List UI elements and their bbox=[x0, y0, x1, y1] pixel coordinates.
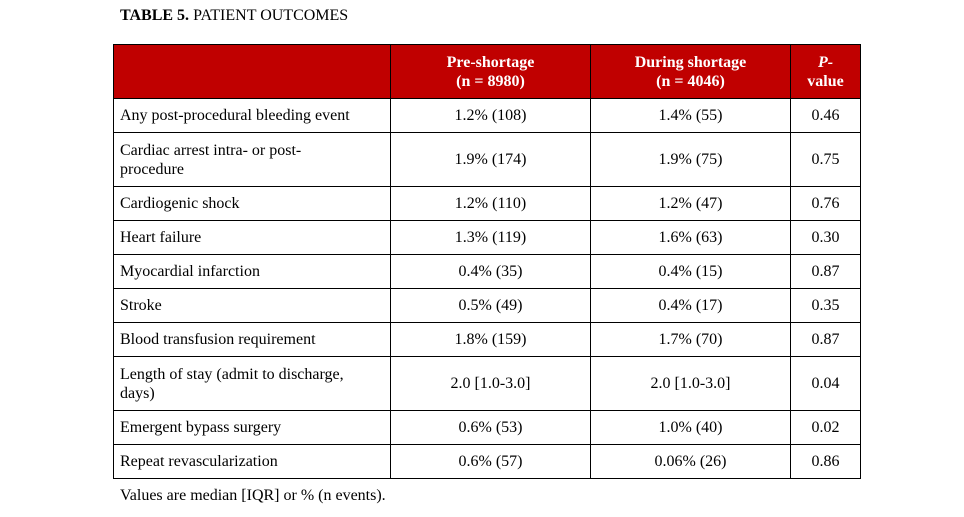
during-shortage-cell: 1.7% (70) bbox=[590, 322, 791, 357]
pre-shortage-cell: 1.3% (119) bbox=[390, 220, 591, 255]
p-value-cell: 0.35 bbox=[790, 288, 861, 323]
outcome-line: Length of stay (admit to discharge, bbox=[120, 365, 344, 383]
outcome-cell: Blood transfusion requirement bbox=[113, 322, 391, 357]
table-row: Cardiac arrest intra- or post- procedure… bbox=[113, 132, 861, 187]
p-value-cell: 0.87 bbox=[790, 254, 861, 289]
outcome-cell: Cardiogenic shock bbox=[113, 186, 391, 221]
p-value-cell: 0.86 bbox=[790, 444, 861, 479]
table-footnote: Values are median [IQR] or % (n events). bbox=[120, 487, 386, 504]
outcome-cell: Length of stay (admit to discharge, days… bbox=[113, 356, 391, 411]
outcome-cell: Stroke bbox=[113, 288, 391, 323]
pre-shortage-cell: 0.6% (53) bbox=[390, 410, 591, 445]
table-row: Heart failure 1.3% (119) 1.6% (63) 0.30 bbox=[113, 220, 861, 255]
table-header: Pre-shortage (n = 8980) During shortage … bbox=[113, 44, 861, 99]
during-shortage-cell: 1.9% (75) bbox=[590, 132, 791, 187]
table-row: Repeat revascularization 0.6% (57) 0.06%… bbox=[113, 444, 861, 479]
p-value-cell: 0.04 bbox=[790, 356, 861, 411]
outcome-line: Cardiac arrest intra- or post- bbox=[120, 141, 302, 159]
outcome-cell: Repeat revascularization bbox=[113, 444, 391, 479]
p-value-cell: 0.75 bbox=[790, 132, 861, 187]
during-shortage-cell: 2.0 [1.0-3.0] bbox=[590, 356, 791, 411]
during-shortage-cell: 0.06% (26) bbox=[590, 444, 791, 479]
p-value-cell: 0.30 bbox=[790, 220, 861, 255]
header-during-shortage: During shortage (n = 4046) bbox=[590, 44, 791, 99]
pre-shortage-cell: 0.4% (35) bbox=[390, 254, 591, 289]
header-outcome bbox=[113, 44, 391, 99]
during-shortage-cell: 1.0% (40) bbox=[590, 410, 791, 445]
pre-shortage-cell: 1.8% (159) bbox=[390, 322, 591, 357]
during-shortage-cell: 0.4% (15) bbox=[590, 254, 791, 289]
during-shortage-cell: 1.2% (47) bbox=[590, 186, 791, 221]
outcome-line: days) bbox=[120, 384, 155, 402]
header-p-value-p: P- bbox=[817, 53, 834, 71]
p-value-cell: 0.46 bbox=[790, 98, 861, 133]
header-p-value: P- value bbox=[790, 44, 861, 99]
pre-shortage-cell: 1.2% (108) bbox=[390, 98, 591, 133]
outcome-cell: Cardiac arrest intra- or post- procedure bbox=[113, 132, 391, 187]
pre-shortage-cell: 0.5% (49) bbox=[390, 288, 591, 323]
table-number: TABLE 5. bbox=[120, 7, 190, 24]
header-pre-shortage-n: (n = 8980) bbox=[456, 72, 525, 90]
table-title: PATIENT OUTCOMES bbox=[193, 7, 349, 24]
outcome-cell: Emergent bypass surgery bbox=[113, 410, 391, 445]
during-shortage-cell: 1.6% (63) bbox=[590, 220, 791, 255]
header-during-shortage-n: (n = 4046) bbox=[656, 72, 725, 90]
during-shortage-cell: 0.4% (17) bbox=[590, 288, 791, 323]
table-row: Blood transfusion requirement 1.8% (159)… bbox=[113, 322, 861, 357]
header-during-shortage-label: During shortage bbox=[634, 53, 747, 71]
patient-outcomes-table: Pre-shortage (n = 8980) During shortage … bbox=[113, 44, 861, 479]
pre-shortage-cell: 1.9% (174) bbox=[390, 132, 591, 187]
table-row: Myocardial infarction 0.4% (35) 0.4% (15… bbox=[113, 254, 861, 289]
header-pre-shortage-label: Pre-shortage bbox=[446, 53, 535, 71]
p-value-cell: 0.87 bbox=[790, 322, 861, 357]
during-shortage-cell: 1.4% (55) bbox=[590, 98, 791, 133]
outcome-cell: Heart failure bbox=[113, 220, 391, 255]
header-row: Pre-shortage (n = 8980) During shortage … bbox=[113, 44, 861, 99]
header-p-value-value: value bbox=[807, 72, 844, 90]
table-row: Length of stay (admit to discharge, days… bbox=[113, 356, 861, 411]
table-row: Cardiogenic shock 1.2% (110) 1.2% (47) 0… bbox=[113, 186, 861, 221]
pre-shortage-cell: 1.2% (110) bbox=[390, 186, 591, 221]
p-value-cell: 0.76 bbox=[790, 186, 861, 221]
pre-shortage-cell: 2.0 [1.0-3.0] bbox=[390, 356, 591, 411]
table-row: Stroke 0.5% (49) 0.4% (17) 0.35 bbox=[113, 288, 861, 323]
table-caption: TABLE 5. PATIENT OUTCOMES bbox=[120, 6, 348, 26]
outcome-cell: Myocardial infarction bbox=[113, 254, 391, 289]
table-row: Emergent bypass surgery 0.6% (53) 1.0% (… bbox=[113, 410, 861, 445]
pre-shortage-cell: 0.6% (57) bbox=[390, 444, 591, 479]
table-row: Any post-procedural bleeding event 1.2% … bbox=[113, 98, 861, 133]
header-pre-shortage: Pre-shortage (n = 8980) bbox=[390, 44, 591, 99]
table-body: Any post-procedural bleeding event 1.2% … bbox=[113, 98, 861, 479]
outcome-line: procedure bbox=[120, 160, 184, 178]
outcome-cell: Any post-procedural bleeding event bbox=[113, 98, 391, 133]
p-value-cell: 0.02 bbox=[790, 410, 861, 445]
